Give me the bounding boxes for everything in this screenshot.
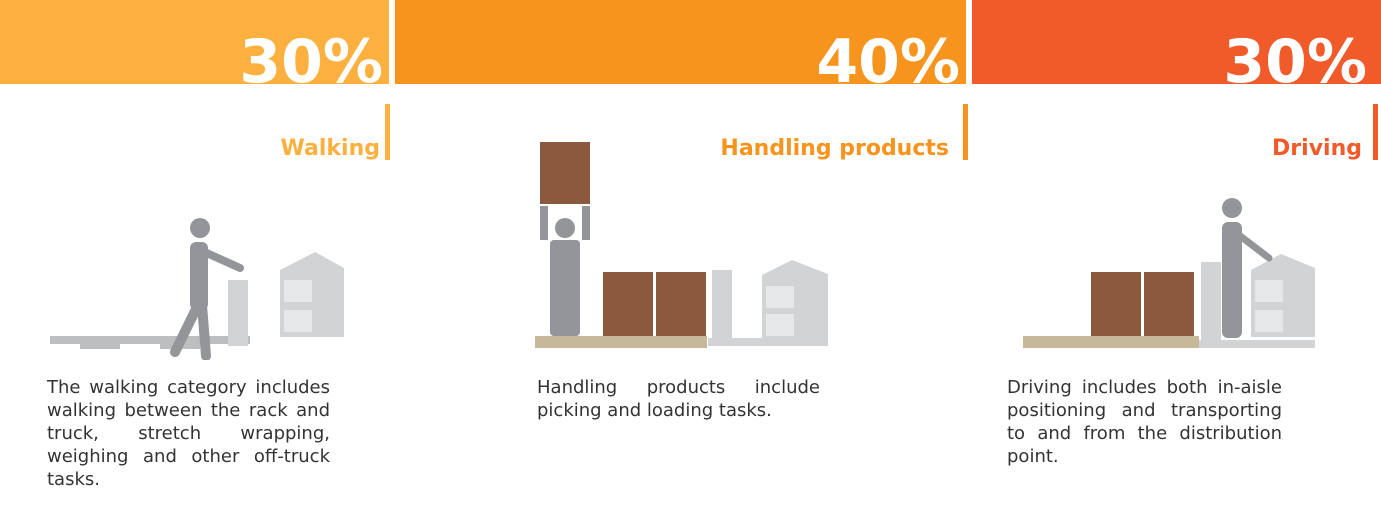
section-description: Handling products include picking and lo… [537, 376, 820, 422]
section-description: The walking category includes walking be… [47, 376, 330, 491]
handling-illustration [530, 140, 840, 360]
walking-illustration [40, 170, 360, 360]
percent-bar: 40% [395, 0, 966, 84]
driving-illustration [1015, 170, 1325, 360]
percent-bar: 30% [972, 0, 1381, 84]
percent-bar: 30% [0, 0, 389, 84]
percent-label: 30% [1223, 32, 1367, 84]
section-title: Driving [1272, 136, 1362, 161]
accent-bar [385, 104, 390, 160]
section-title: Walking [281, 136, 380, 161]
accent-bar [1373, 104, 1378, 160]
percent-label: 40% [816, 32, 960, 84]
percent-label: 30% [239, 32, 383, 84]
page: {"sections": [ {"percent": "30%", "title… [0, 0, 1381, 516]
section-description: Driving includes both in-aisle positioni… [1007, 376, 1282, 468]
accent-bar [963, 104, 968, 160]
